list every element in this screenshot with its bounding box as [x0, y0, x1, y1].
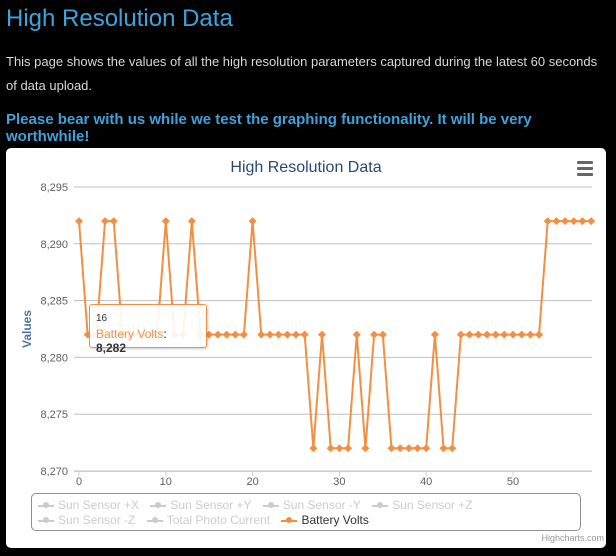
data-point[interactable]	[318, 330, 327, 339]
highcharts-credit[interactable]: Highcharts.com	[541, 533, 604, 543]
data-point[interactable]	[352, 330, 361, 339]
page-title: High Resolution Data	[6, 5, 233, 32]
data-point[interactable]	[482, 330, 491, 339]
legend-item-sun-sensor-mz[interactable]: Sun Sensor -Z	[38, 513, 135, 528]
x-tick-label: 20	[246, 476, 258, 488]
data-point[interactable]	[569, 217, 578, 226]
data-point[interactable]	[561, 217, 570, 226]
tooltip-series: Battery Volts	[96, 327, 164, 341]
legend-symbol-icon	[146, 516, 163, 523]
data-point[interactable]	[543, 217, 552, 226]
tooltip-x: 16	[96, 313, 108, 324]
legend-symbol-icon	[372, 501, 389, 508]
data-point[interactable]	[535, 330, 544, 339]
y-tick-label: 8,270	[40, 466, 68, 478]
data-point[interactable]	[474, 330, 483, 339]
data-point[interactable]	[335, 444, 344, 453]
x-tick-label: 0	[76, 476, 82, 488]
data-point[interactable]	[509, 330, 517, 339]
data-point[interactable]	[248, 217, 257, 226]
data-point[interactable]	[274, 330, 283, 339]
data-point[interactable]	[283, 330, 292, 339]
tooltip-value: 8,282	[96, 341, 127, 355]
legend-symbol-icon	[150, 501, 167, 508]
legend-item-sun-sensor-py[interactable]: Sun Sensor +Y	[150, 498, 251, 513]
page-notice: Please bear with us while we test the gr…	[6, 111, 532, 145]
data-point[interactable]	[439, 444, 448, 453]
data-point[interactable]	[309, 444, 318, 453]
data-point[interactable]	[517, 330, 526, 339]
data-point[interactable]	[370, 330, 379, 339]
y-tick-label: 8,280	[40, 352, 68, 364]
data-point[interactable]	[413, 444, 422, 453]
data-point[interactable]	[265, 330, 274, 339]
data-point[interactable]	[292, 330, 300, 339]
y-tick-label: 8,285	[40, 296, 68, 308]
data-point[interactable]	[578, 217, 587, 226]
y-tick-label: 8,295	[40, 182, 68, 194]
data-point[interactable]	[239, 330, 248, 339]
y-tick-label: 8,275	[40, 409, 68, 421]
data-point[interactable]	[75, 217, 83, 226]
data-point[interactable]	[187, 217, 196, 226]
tooltip: 16 Battery Volts: 8,282	[89, 304, 207, 355]
legend-item-sun-sensor-my[interactable]: Sun Sensor -Y	[262, 498, 361, 513]
legend-symbol-icon	[38, 501, 54, 508]
data-point[interactable]	[422, 444, 431, 453]
data-point[interactable]	[526, 330, 535, 339]
data-point[interactable]	[465, 330, 474, 339]
legend-item-total-photo-current[interactable]: Total Photo Current	[146, 513, 270, 528]
y-tick-label: 8,290	[40, 239, 68, 251]
page-intro: This page shows the values of all the hi…	[6, 54, 598, 93]
data-point[interactable]	[378, 330, 387, 339]
data-point[interactable]	[387, 444, 396, 453]
x-tick-label: 10	[160, 476, 172, 488]
data-point[interactable]	[300, 330, 309, 339]
chart-title: High Resolution Data	[230, 159, 381, 176]
data-point[interactable]	[231, 330, 240, 339]
data-point[interactable]	[257, 330, 266, 339]
data-point[interactable]	[456, 330, 465, 339]
data-point[interactable]	[344, 444, 353, 453]
data-point[interactable]	[213, 330, 222, 339]
data-point[interactable]	[222, 330, 231, 339]
legend-symbol-icon	[262, 501, 279, 508]
data-point[interactable]	[361, 444, 370, 453]
legend-symbol-icon	[281, 516, 298, 523]
x-tick-label: 40	[420, 476, 432, 488]
data-point[interactable]	[396, 444, 405, 453]
data-point[interactable]	[587, 217, 596, 226]
data-point[interactable]	[430, 330, 439, 339]
data-point[interactable]	[326, 444, 335, 453]
data-point[interactable]	[404, 444, 413, 453]
y-axis-label: Values	[20, 310, 34, 348]
x-tick-label: 50	[507, 476, 519, 488]
data-point[interactable]	[101, 217, 110, 226]
legend-item-sun-sensor-pz[interactable]: Sun Sensor +Z	[372, 498, 473, 513]
data-point[interactable]	[491, 330, 500, 339]
x-tick-label: 30	[333, 476, 345, 488]
data-point[interactable]	[448, 444, 457, 453]
data-point[interactable]	[500, 330, 509, 339]
data-point[interactable]	[552, 217, 561, 226]
hamburger-menu-icon[interactable]	[577, 161, 593, 176]
data-point[interactable]	[161, 217, 170, 226]
legend-item-battery-volts[interactable]: Battery Volts	[281, 513, 369, 528]
legend: Sun Sensor +X Sun Sensor +Y Sun Sensor -…	[31, 493, 581, 531]
data-point[interactable]	[205, 330, 214, 339]
legend-item-sun-sensor-px[interactable]: Sun Sensor +X	[38, 498, 139, 513]
legend-symbol-icon	[38, 516, 54, 523]
data-point[interactable]	[109, 217, 118, 226]
